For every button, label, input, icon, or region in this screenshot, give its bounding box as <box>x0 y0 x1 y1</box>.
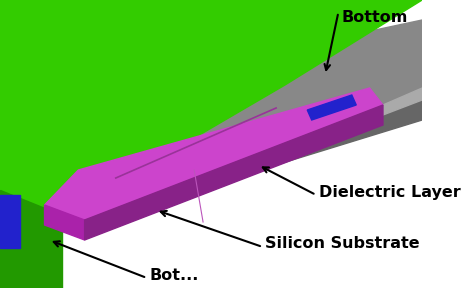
Polygon shape <box>0 100 422 250</box>
Polygon shape <box>307 95 356 120</box>
Polygon shape <box>0 20 422 230</box>
Polygon shape <box>0 0 422 288</box>
Polygon shape <box>0 195 19 248</box>
Polygon shape <box>0 88 422 225</box>
Text: Bottom: Bottom <box>341 10 408 25</box>
Polygon shape <box>84 105 383 240</box>
Text: Dielectric Layer: Dielectric Layer <box>319 185 461 200</box>
Text: Silicon Substrate: Silicon Substrate <box>265 236 420 251</box>
Polygon shape <box>0 190 63 288</box>
Text: Bot...: Bot... <box>150 268 199 283</box>
Polygon shape <box>45 205 84 240</box>
Polygon shape <box>0 0 422 215</box>
Polygon shape <box>45 88 383 220</box>
